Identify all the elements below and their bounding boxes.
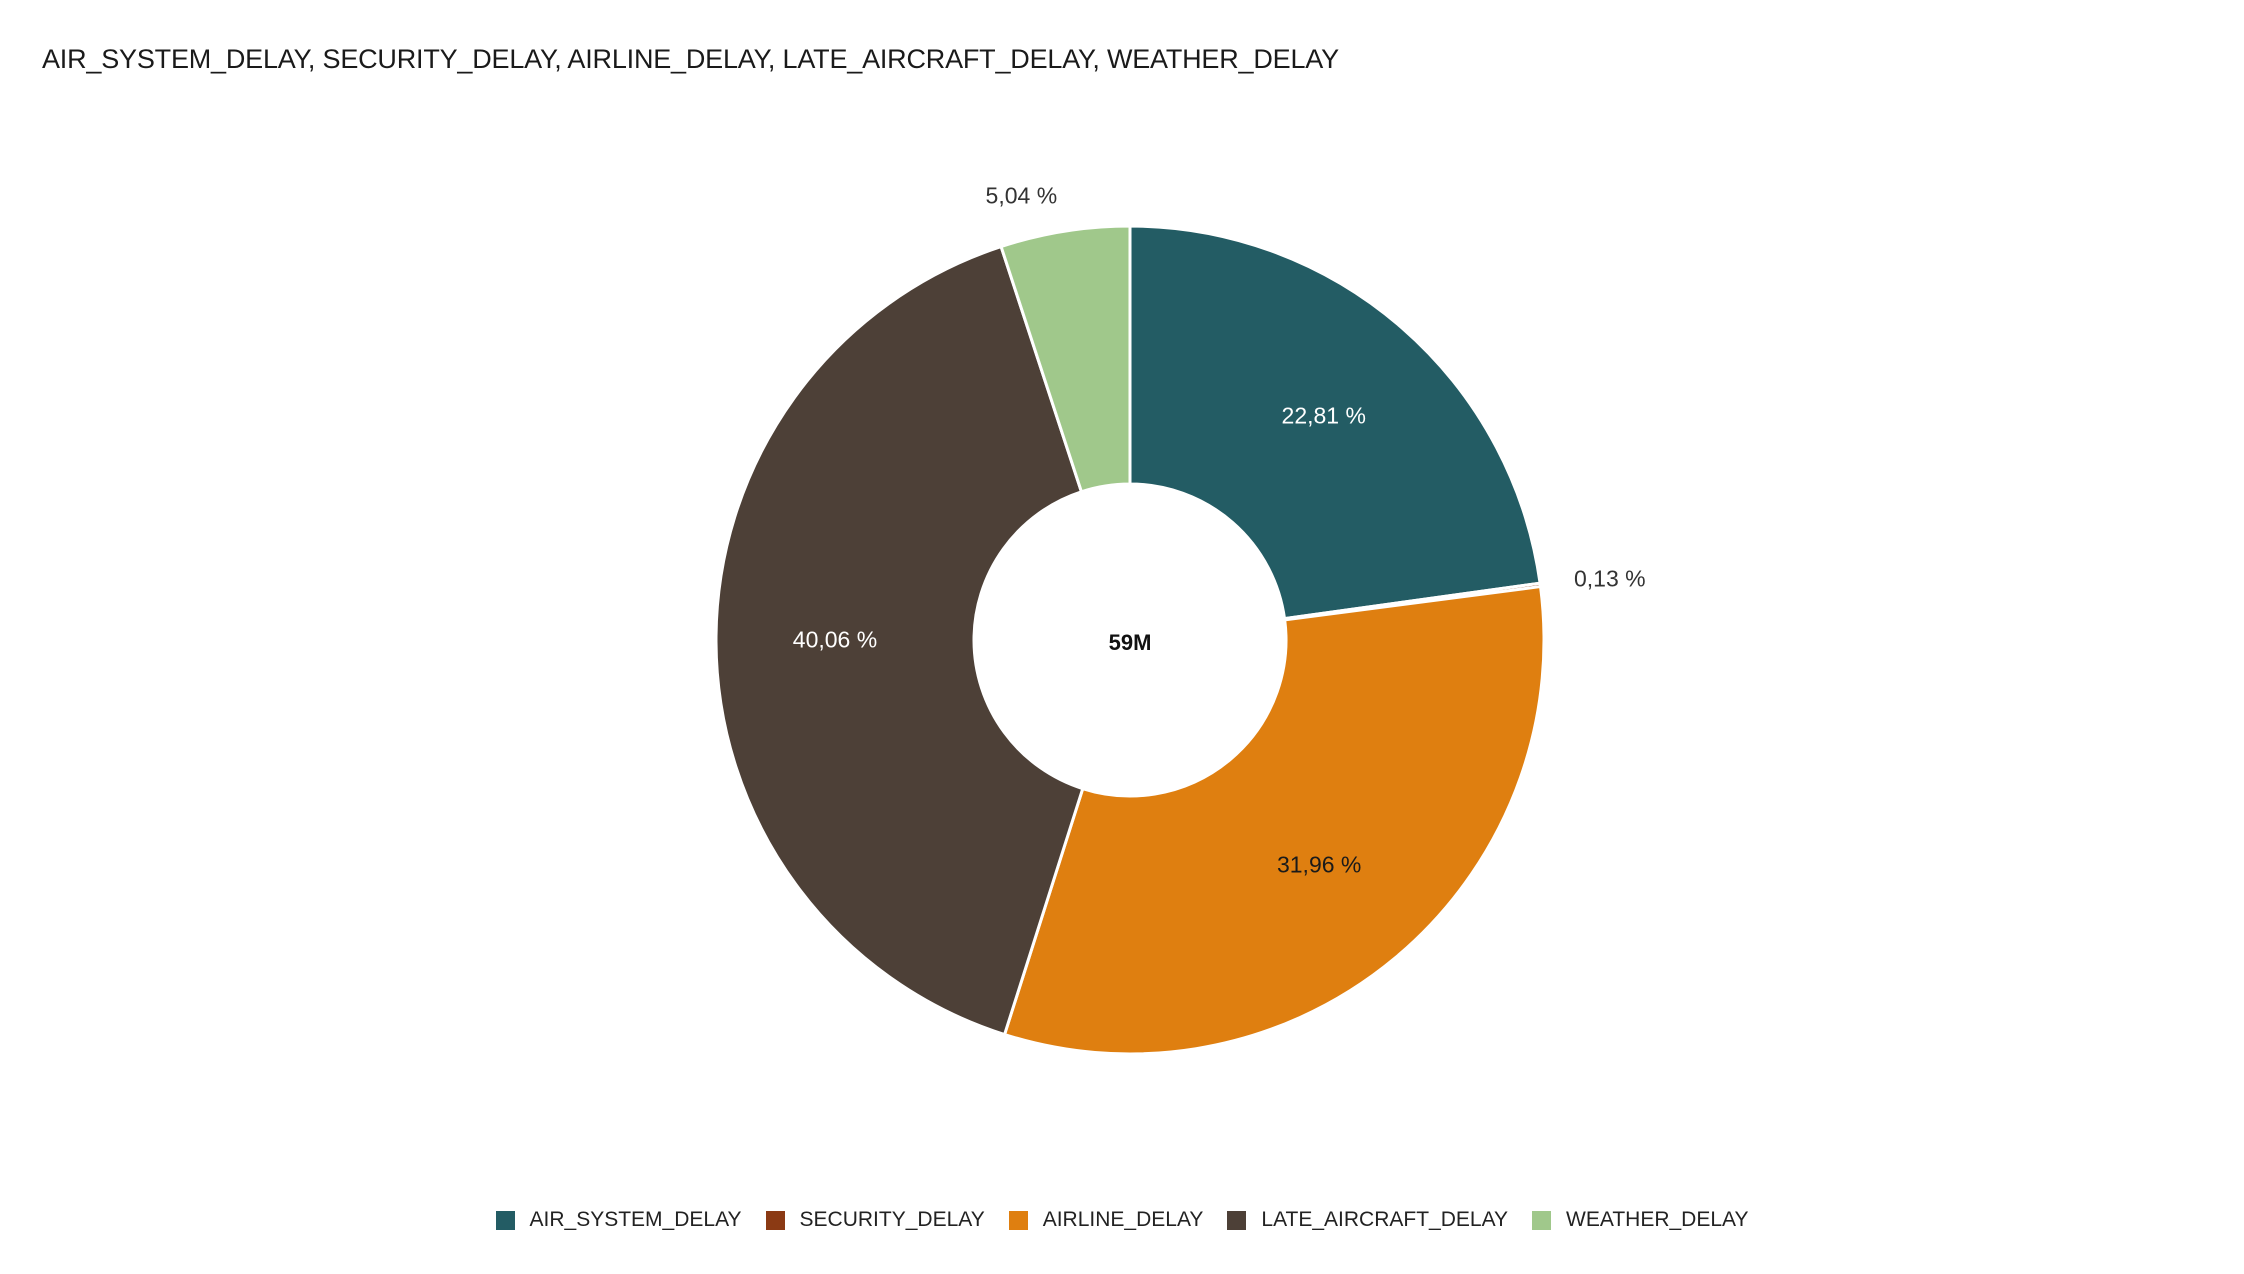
slice-labels: 22,81 % 0,13 % 31,96 % 40,06 % 5,04 % — [793, 183, 1646, 878]
legend-label: AIRLINE_DELAY — [1042, 1208, 1204, 1231]
slice-label-weather-delay: 5,04 % — [986, 183, 1058, 209]
legend-item-late-aircraft-delay[interactable]: LATE_AIRCRAFT_DELAY — [1227, 1208, 1508, 1232]
legend-item-airline-delay[interactable]: AIRLINE_DELAY — [1008, 1208, 1204, 1232]
legend-item-weather-delay[interactable]: WEATHER_DELAY — [1532, 1208, 1748, 1232]
legend-swatch — [765, 1210, 785, 1230]
legend-label: WEATHER_DELAY — [1566, 1208, 1749, 1231]
legend-label: AIR_SYSTEM_DELAY — [529, 1208, 742, 1231]
slice-late-aircraft-delay[interactable] — [714, 244, 1085, 1037]
legend-swatch — [1008, 1210, 1028, 1230]
legend-item-air-system-delay[interactable]: AIR_SYSTEM_DELAY — [495, 1208, 742, 1232]
slice-label-air-system-delay: 22,81 % — [1282, 403, 1366, 429]
slice-label-airline-delay: 31,96 % — [1277, 851, 1361, 877]
donut-center-label: 59M — [1109, 630, 1152, 655]
chart-title: AIR_SYSTEM_DELAY, SECURITY_DELAY, AIRLIN… — [42, 44, 1339, 74]
slice-airline-delay[interactable] — [1002, 584, 1546, 1056]
slice-label-security-delay: 0,13 % — [1574, 565, 1646, 591]
slice-weather-delay[interactable] — [999, 224, 1132, 494]
donut-slices — [714, 224, 1546, 1056]
chart-legend: AIR_SYSTEM_DELAY SECURITY_DELAY AIRLINE_DE… — [0, 1208, 2244, 1232]
slice-air-system-delay[interactable] — [1128, 224, 1542, 621]
legend-item-security-delay[interactable]: SECURITY_DELAY — [765, 1208, 985, 1232]
legend-label: LATE_AIRCRAFT_DELAY — [1261, 1208, 1509, 1231]
legend-label: SECURITY_DELAY — [799, 1208, 985, 1231]
slice-label-late-aircraft-delay: 40,06 % — [793, 626, 877, 652]
legend-swatch — [495, 1210, 515, 1230]
legend-swatch — [1532, 1210, 1552, 1230]
legend-swatch — [1227, 1210, 1247, 1230]
